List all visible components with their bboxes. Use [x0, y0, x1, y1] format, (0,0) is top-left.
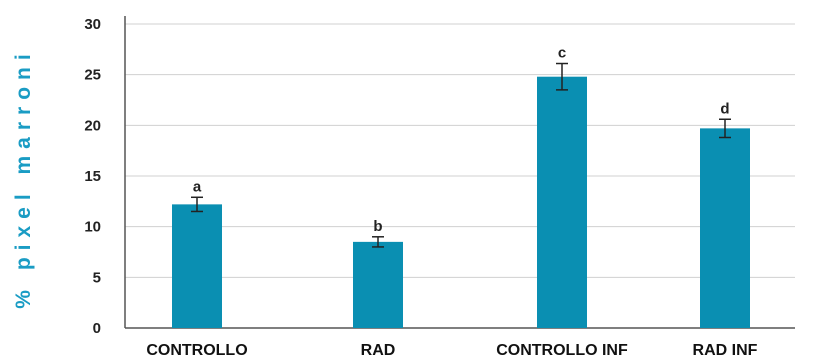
y-tick-label-20: 20	[84, 117, 101, 134]
y-tick-label-30: 30	[84, 16, 101, 33]
x-category-label-2: CONTROLLO INF	[496, 342, 628, 359]
y-tick-label-15: 15	[84, 168, 101, 185]
significance-label-2: c	[558, 45, 566, 62]
y-tick-label-10: 10	[84, 219, 101, 236]
x-category-label-3: RAD INF	[693, 342, 758, 359]
y-tick-label-0: 0	[93, 320, 101, 337]
gridlines	[125, 23, 795, 278]
bars	[172, 62, 750, 329]
x-category-label-0: CONTROLLO	[146, 342, 247, 359]
bar-3	[700, 128, 750, 328]
x-category-label-1: RAD	[361, 342, 396, 359]
bar-1	[353, 241, 403, 328]
labels: 0 5 10 15 20 25 30 a CONTROLLO b RAD c CONTROLLO INF…	[84, 16, 757, 359]
significance-label-3: d	[720, 100, 729, 117]
y-tick-label-25: 25	[84, 67, 101, 84]
significance-label-1: b	[373, 218, 382, 235]
bar-0	[172, 204, 222, 328]
significance-label-0: a	[193, 178, 202, 195]
axes	[124, 16, 795, 329]
bar-2	[537, 76, 587, 329]
y-tick-label-5: 5	[93, 269, 101, 286]
y-axis-label: % pixel marroni	[12, 47, 35, 308]
